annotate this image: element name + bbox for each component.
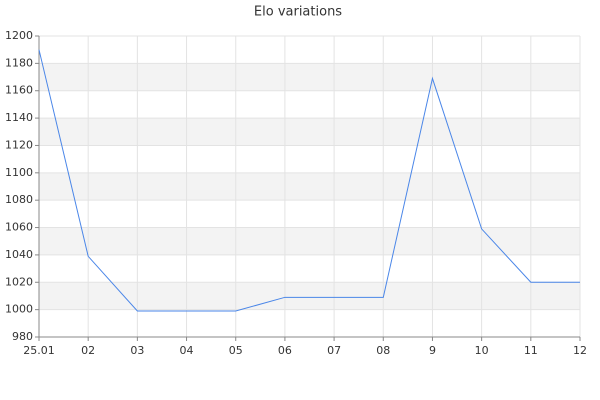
y-tick-label: 1140 <box>5 111 33 124</box>
grid-band <box>39 118 580 146</box>
chart-title: Elo variations <box>254 5 342 20</box>
y-tick-label: 1060 <box>5 221 33 234</box>
x-tick-label: 9 <box>429 344 436 357</box>
y-tick-label: 1020 <box>5 275 33 288</box>
x-tick-label: 25.01 <box>23 344 55 357</box>
y-tick-label: 1120 <box>5 138 33 151</box>
y-tick-label: 1180 <box>5 56 33 69</box>
y-tick-label: 1100 <box>5 166 33 179</box>
grid-band <box>39 282 580 310</box>
grid-band <box>39 227 580 255</box>
y-tick-label: 1200 <box>5 29 33 42</box>
x-tick-label: 06 <box>278 344 292 357</box>
x-tick-label: 12 <box>573 344 587 357</box>
x-tick-label: 05 <box>229 344 243 357</box>
x-tick-label: 08 <box>376 344 390 357</box>
y-tick-label: 1000 <box>5 303 33 316</box>
x-tick-label: 02 <box>81 344 95 357</box>
grid-band <box>39 172 580 201</box>
grid-band <box>39 63 580 91</box>
y-tick-label: 1160 <box>5 84 33 97</box>
line-series <box>38 49 580 312</box>
x-tick-label: 07 <box>327 344 341 357</box>
y-tick-label: 1080 <box>5 193 33 206</box>
x-tick-label: 11 <box>524 344 538 357</box>
y-tick-label: 1040 <box>5 248 33 261</box>
x-tick-label: 03 <box>130 344 144 357</box>
x-tick-label: 04 <box>180 344 194 357</box>
x-tick-label: 10 <box>475 344 489 357</box>
y-tick-label: 980 <box>12 330 33 343</box>
